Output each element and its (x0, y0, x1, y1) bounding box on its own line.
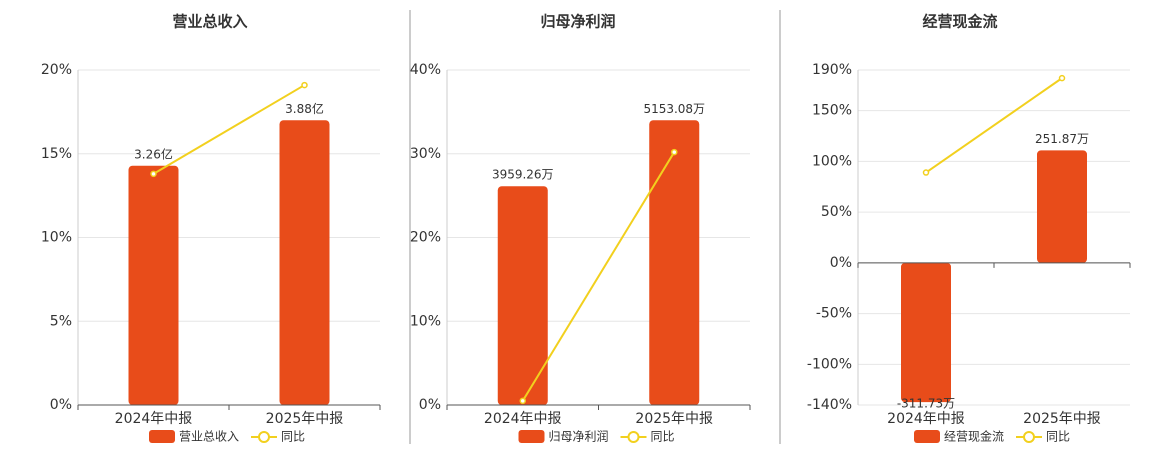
legend-label: 同比 (651, 430, 675, 444)
bar (497, 186, 548, 405)
y-tick-label: 40% (410, 62, 441, 78)
legend-label: 营业总收入 (179, 430, 239, 444)
chart-title: 经营现金流 (922, 13, 997, 31)
line (152, 84, 306, 175)
line-point (922, 169, 930, 176)
y-tick-label: -140% (807, 397, 852, 413)
line-point (671, 148, 678, 156)
bar (649, 120, 700, 405)
bar-value-label: 3959.26万 (492, 168, 554, 182)
y-tick-label: 15% (41, 146, 72, 162)
x-tick-label: 2025年中报 (635, 411, 713, 427)
y-tick-label: 10% (41, 230, 72, 246)
y-tick-label: -50% (816, 306, 852, 322)
x-tick-label: 2024年中报 (115, 411, 193, 427)
y-tick-label: 20% (410, 230, 441, 246)
bar-value-label: 3.88亿 (285, 101, 324, 116)
y-tick-label: 50% (821, 204, 852, 220)
legend-label: 同比 (1046, 430, 1070, 444)
line (925, 77, 1063, 174)
x-tick-label: 2025年中报 (266, 411, 344, 427)
x-tick-label: 2024年中报 (887, 411, 965, 427)
line-point (150, 170, 157, 178)
legend-label: 同比 (281, 430, 305, 444)
line-point (519, 397, 526, 405)
y-tick-label: 10% (410, 313, 441, 329)
bar (279, 120, 330, 405)
legend-swatch (258, 431, 270, 443)
y-tick-label: 20% (41, 62, 72, 78)
bar-value-label: -311.73万 (897, 397, 955, 411)
line-point (301, 81, 308, 89)
line-point (1058, 74, 1066, 82)
line (521, 151, 676, 402)
legend-swatch (914, 430, 940, 443)
y-tick-label: 100% (812, 153, 852, 169)
legend-swatch (1023, 431, 1035, 443)
y-tick-label: 190% (812, 62, 852, 78)
x-tick-label: 2024年中报 (484, 411, 562, 427)
legend-swatch (627, 431, 640, 443)
y-tick-label: 150% (812, 103, 852, 119)
y-tick-label: 30% (410, 146, 441, 162)
bar-value-label: 251.87万 (1035, 132, 1089, 146)
legend-swatch (149, 430, 175, 443)
chart-title: 归母净利润 (540, 13, 615, 31)
bar (901, 262, 951, 403)
bar (128, 165, 179, 405)
x-tick-label: 2025年中报 (1023, 411, 1101, 427)
bar (1037, 150, 1087, 263)
y-tick-label: 0% (830, 255, 852, 271)
chart-title: 营业总收入 (172, 13, 247, 31)
y-tick-label: 5% (50, 313, 72, 329)
y-tick-label: 0% (50, 397, 72, 413)
legend-swatch (518, 430, 545, 443)
y-tick-label: 0% (419, 397, 441, 413)
bar-value-label: 5153.08万 (643, 102, 705, 116)
bar-value-label: 3.26亿 (134, 146, 173, 161)
y-tick-label: -100% (807, 356, 852, 372)
legend-label: 经营现金流 (944, 429, 1004, 444)
legend-label: 归母净利润 (549, 430, 609, 444)
